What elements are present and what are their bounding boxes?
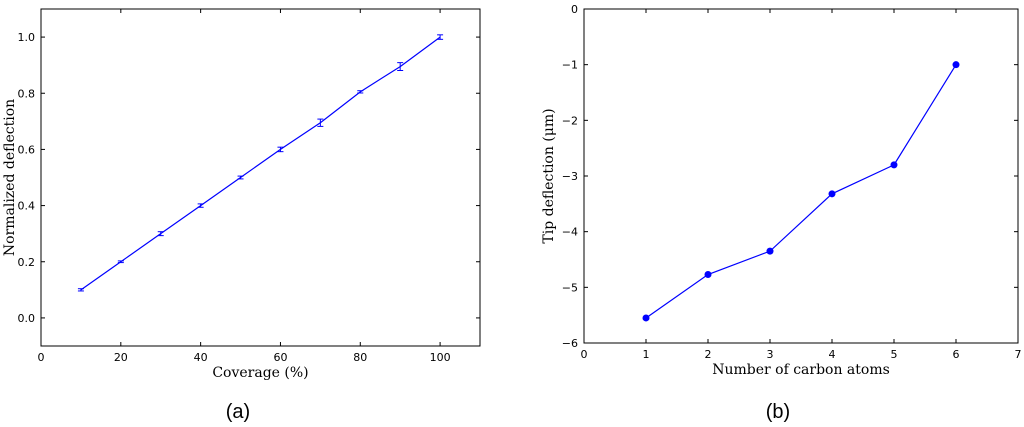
y-tick-label: −5 xyxy=(562,281,578,294)
x-tick-label: 20 xyxy=(114,351,128,364)
x-tick-label: 7 xyxy=(1015,348,1022,361)
error-bar xyxy=(317,118,324,127)
y-tick-label: 0.4 xyxy=(18,200,36,213)
y-tick-label: 0.2 xyxy=(18,256,36,269)
chart-a: 0 20 40 60 80 100 0.0 0.2 0.4 0.6 0.8 1.0 Coverage (… xyxy=(2,8,481,423)
error-bar xyxy=(157,231,164,237)
x-tick-label: 1 xyxy=(643,348,650,361)
x-axis-label: Coverage (%) xyxy=(212,365,308,381)
y-axis-label: Tip deflection (μm) xyxy=(541,108,557,243)
x-tick-label: 100 xyxy=(430,351,451,364)
x-tick-label: 5 xyxy=(891,348,898,361)
series-line xyxy=(80,36,441,291)
error-bar xyxy=(357,90,364,94)
x-tick-label: 3 xyxy=(767,348,774,361)
x-tick-label: 0 xyxy=(38,351,45,364)
x-axis-label: Number of carbon atoms xyxy=(712,362,890,378)
data-point xyxy=(766,247,774,255)
y-tick-label: −2 xyxy=(562,114,578,127)
error-bar xyxy=(277,146,284,153)
y-tick-label: −1 xyxy=(562,59,578,72)
x-tick-label: 0 xyxy=(581,348,588,361)
data-point xyxy=(828,190,836,198)
data-point xyxy=(704,271,712,279)
x-tick-label: 40 xyxy=(194,351,208,364)
panel-label: (a) xyxy=(226,401,250,423)
panel-label: (b) xyxy=(766,401,790,423)
chart-b: 0 1 2 3 4 5 6 7 −6 −5 −4 −3 −2 −1 0 Number of carbon at… xyxy=(541,3,1022,423)
plot-frame xyxy=(40,8,481,347)
data-point xyxy=(890,161,898,169)
y-tick-label: −4 xyxy=(562,226,578,239)
x-tick-label: 4 xyxy=(829,348,836,361)
y-tick-label: 0.8 xyxy=(18,87,36,100)
error-bar xyxy=(117,260,124,264)
y-tick-label: −6 xyxy=(562,337,578,350)
series-line xyxy=(645,64,957,319)
error-bar xyxy=(77,288,84,292)
y-tick-label: 0.6 xyxy=(18,143,36,156)
data-point xyxy=(952,61,960,69)
x-tick-label: 2 xyxy=(705,348,712,361)
y-tick-label: 1.0 xyxy=(18,31,36,44)
error-bar xyxy=(197,203,204,208)
y-axis-label: Normalized deflection xyxy=(2,99,18,256)
x-tick-label: 6 xyxy=(953,348,960,361)
x-tick-label: 60 xyxy=(273,351,287,364)
x-tick-label: 80 xyxy=(353,351,367,364)
data-point xyxy=(642,314,650,322)
y-tick-label: 0 xyxy=(571,3,578,16)
plot-frame xyxy=(583,8,1019,344)
y-tick-label: −3 xyxy=(562,170,578,183)
error-bar xyxy=(397,62,404,72)
y-tick-label: 0.0 xyxy=(18,312,36,325)
error-bar xyxy=(237,175,244,180)
error-bar xyxy=(437,34,444,40)
